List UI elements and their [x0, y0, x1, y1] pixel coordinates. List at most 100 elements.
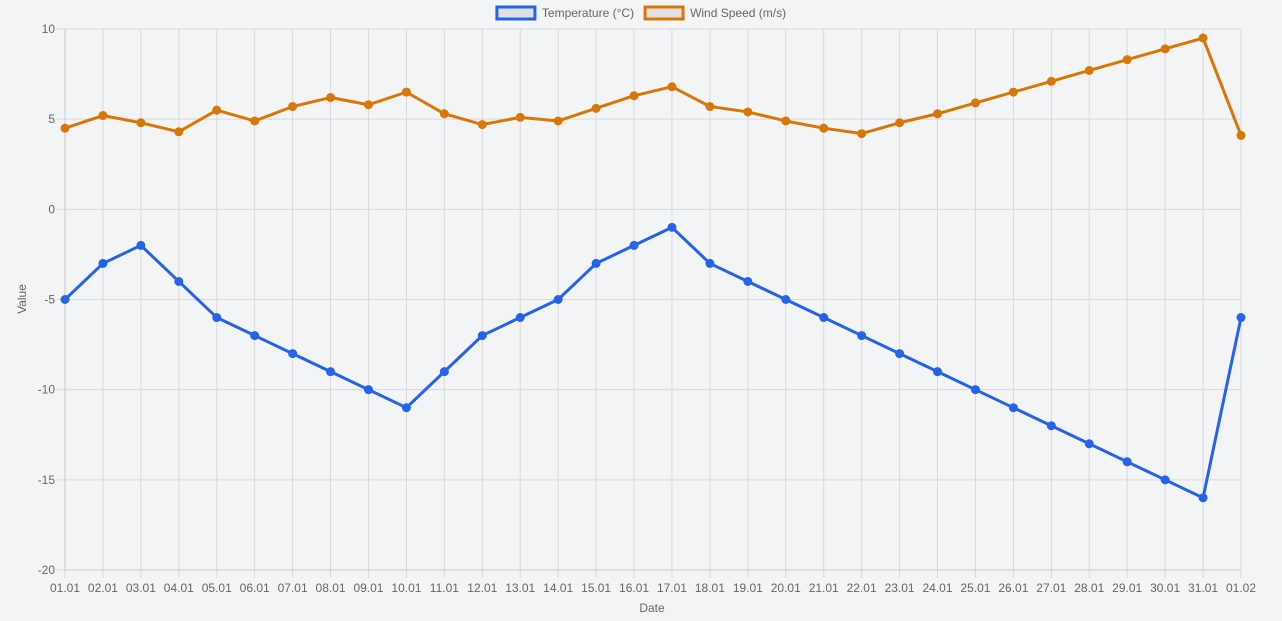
data-point[interactable]: [477, 331, 487, 341]
data-point[interactable]: [591, 103, 601, 113]
data-point[interactable]: [363, 385, 373, 395]
x-tick-label: 09.01: [353, 581, 383, 595]
data-point[interactable]: [174, 127, 184, 137]
x-tick-label: 23.01: [885, 581, 915, 595]
x-tick-label: 07.01: [278, 581, 308, 595]
data-point[interactable]: [629, 91, 639, 101]
data-point[interactable]: [98, 258, 108, 268]
y-tick-label: 10: [42, 22, 56, 36]
y-tick-label: -5: [44, 293, 55, 307]
data-point[interactable]: [933, 109, 943, 119]
data-point[interactable]: [1122, 457, 1132, 467]
data-point[interactable]: [705, 102, 715, 112]
legend-item-1[interactable]: Wind Speed (m/s): [643, 5, 786, 21]
data-point[interactable]: [212, 105, 222, 115]
x-tick-label: 17.01: [657, 581, 687, 595]
data-point[interactable]: [401, 403, 411, 413]
series-1: [60, 33, 1246, 140]
x-tick-label: 13.01: [505, 581, 535, 595]
data-point[interactable]: [553, 116, 563, 126]
data-point[interactable]: [174, 276, 184, 286]
x-tick-label: 19.01: [733, 581, 763, 595]
x-tick-label: 21.01: [809, 581, 839, 595]
data-point[interactable]: [60, 295, 70, 304]
data-point[interactable]: [857, 129, 867, 139]
data-point[interactable]: [667, 82, 677, 92]
legend-label: Wind Speed (m/s): [690, 6, 786, 20]
data-point[interactable]: [439, 109, 449, 119]
x-tick-label: 25.01: [960, 581, 990, 595]
data-point[interactable]: [1160, 475, 1170, 485]
data-point[interactable]: [1236, 130, 1246, 140]
data-point[interactable]: [819, 123, 829, 133]
data-point[interactable]: [781, 116, 791, 126]
x-tick-label: 20.01: [771, 581, 801, 595]
legend-item-0[interactable]: Temperature (°C): [495, 5, 634, 21]
data-point[interactable]: [1122, 55, 1132, 65]
data-point[interactable]: [326, 93, 336, 103]
y-tick-label: -20: [38, 563, 56, 577]
data-point[interactable]: [515, 313, 525, 323]
data-point[interactable]: [743, 276, 753, 286]
series-line: [63, 225, 1243, 500]
data-point[interactable]: [781, 295, 791, 304]
x-tick-label: 18.01: [695, 581, 725, 595]
data-point[interactable]: [1198, 33, 1208, 43]
data-point[interactable]: [477, 120, 487, 130]
data-point[interactable]: [1008, 87, 1018, 97]
data-point[interactable]: [363, 100, 373, 110]
series-layer: [60, 33, 1246, 503]
data-point[interactable]: [60, 123, 70, 133]
data-point[interactable]: [1236, 313, 1246, 323]
data-point[interactable]: [401, 87, 411, 97]
x-tick-label: 10.01: [391, 581, 421, 595]
data-point[interactable]: [1008, 403, 1018, 413]
x-tick-label: 31.01: [1188, 581, 1218, 595]
data-point[interactable]: [591, 258, 601, 268]
data-point[interactable]: [933, 367, 943, 377]
legend-swatch: [495, 5, 537, 21]
data-point[interactable]: [515, 112, 525, 122]
grid: [57, 28, 1242, 578]
data-point[interactable]: [1198, 493, 1208, 503]
x-tick-label: 22.01: [847, 581, 877, 595]
data-point[interactable]: [553, 295, 563, 304]
data-point[interactable]: [970, 385, 980, 395]
data-point[interactable]: [895, 118, 905, 128]
data-point[interactable]: [1084, 65, 1094, 75]
data-point[interactable]: [1046, 76, 1056, 86]
data-point[interactable]: [288, 349, 298, 359]
x-tick-label: 30.01: [1150, 581, 1180, 595]
data-point[interactable]: [250, 331, 260, 341]
data-point[interactable]: [667, 222, 677, 232]
data-point[interactable]: [98, 111, 108, 121]
data-point[interactable]: [326, 367, 336, 377]
x-tick-label: 16.01: [619, 581, 649, 595]
data-point[interactable]: [970, 98, 980, 108]
data-point[interactable]: [705, 258, 715, 268]
data-point[interactable]: [819, 313, 829, 323]
y-tick-label: -15: [38, 473, 56, 487]
data-point[interactable]: [136, 118, 146, 128]
x-tick-label: 24.01: [923, 581, 953, 595]
data-point[interactable]: [857, 331, 867, 341]
data-point[interactable]: [1084, 439, 1094, 449]
x-tick-label: 12.01: [467, 581, 497, 595]
data-point[interactable]: [212, 313, 222, 323]
x-tick-label: 03.01: [126, 581, 156, 595]
data-point[interactable]: [136, 240, 146, 250]
data-point[interactable]: [895, 349, 905, 359]
x-tick-label: 15.01: [581, 581, 611, 595]
x-tick-label: 29.01: [1112, 581, 1142, 595]
x-tick-label: 14.01: [543, 581, 573, 595]
x-axis-title: Date: [639, 601, 665, 615]
data-point[interactable]: [250, 116, 260, 126]
x-tick-label: 04.01: [164, 581, 194, 595]
data-point[interactable]: [629, 240, 639, 250]
data-point[interactable]: [288, 102, 298, 112]
data-point[interactable]: [1046, 421, 1056, 431]
data-point[interactable]: [743, 107, 753, 117]
data-point[interactable]: [1160, 44, 1170, 54]
data-point[interactable]: [439, 367, 449, 377]
